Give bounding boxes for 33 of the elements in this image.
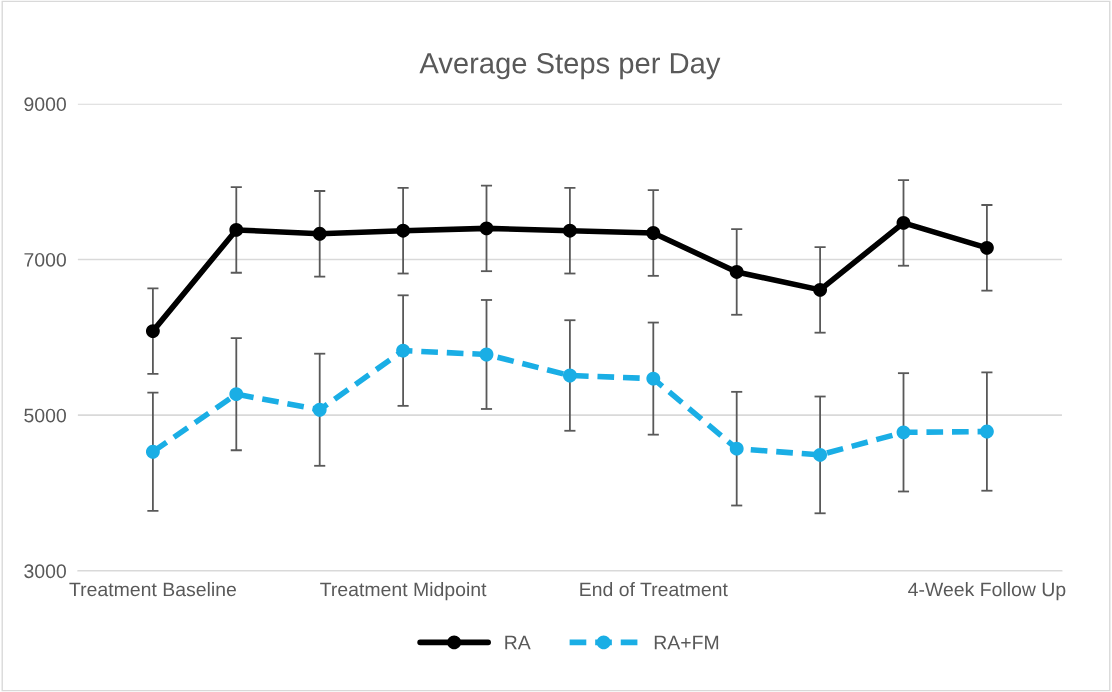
point [979, 424, 994, 439]
point [896, 215, 911, 230]
point [145, 444, 160, 459]
point [896, 425, 911, 440]
point [729, 265, 744, 279]
point [479, 221, 494, 236]
point [145, 324, 160, 339]
point [813, 282, 828, 297]
point [646, 226, 661, 240]
point [229, 387, 244, 402]
point [396, 343, 411, 358]
y-tick-label: 7000 [24, 252, 66, 267]
point [312, 226, 327, 241]
point [312, 402, 327, 417]
y-tick-label: 9000 [24, 97, 66, 112]
chart-title: Average Steps per Day [419, 52, 721, 80]
point [562, 368, 577, 383]
legend-label: RA [505, 635, 531, 650]
x-tick-label: Treatment Baseline [69, 582, 236, 597]
point [562, 223, 577, 238]
x-tick-label: 4-Week Follow Up [908, 582, 1066, 601]
point [479, 347, 494, 362]
point [646, 371, 661, 386]
y-tick-label: 3000 [24, 564, 66, 579]
x-tick-label: End of Treatment [580, 582, 728, 597]
legend-label: RA+FM [654, 635, 719, 650]
point [813, 447, 828, 462]
point [396, 223, 411, 238]
point [229, 222, 244, 237]
point [979, 240, 994, 255]
y-tick-label: 5000 [24, 408, 66, 423]
point [729, 441, 744, 456]
x-tick-label: Treatment Midpoint [320, 582, 487, 601]
